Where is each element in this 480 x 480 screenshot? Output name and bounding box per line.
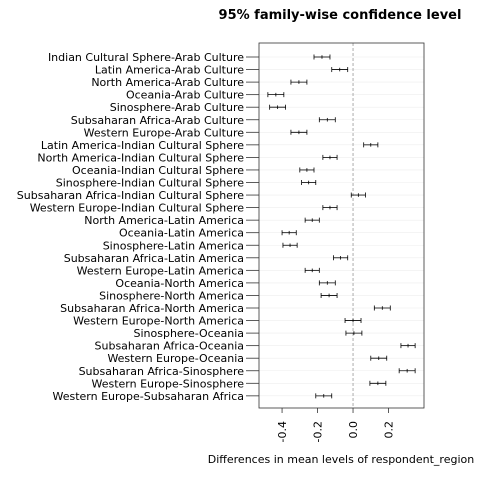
- comparison-label: Subsaharan Africa-Oceania: [95, 340, 244, 353]
- x-tick-label: -0.2: [312, 421, 325, 442]
- comparison-label: Western Europe-North America: [73, 315, 244, 328]
- confidence-interval: [322, 154, 338, 160]
- x-tick-label: 0.2: [383, 421, 396, 439]
- comparison-label: Sinosphere-Indian Cultural Sphere: [56, 177, 244, 190]
- confidence-interval: [269, 104, 287, 110]
- comparison-label: Western Europe-Subsaharan Africa: [53, 390, 245, 403]
- comparison-label: Sinosphere-North America: [99, 289, 244, 302]
- comparison-label: Latin America-Arab Culture: [95, 64, 244, 77]
- comparison-label: Subsaharan Africa-Arab Culture: [71, 114, 244, 127]
- comparison-label: Oceania-Arab Culture: [126, 89, 244, 102]
- comparison-label: Subsaharan Africa-Latin America: [64, 252, 244, 265]
- comparison-label: Sinosphere-Arab Culture: [110, 101, 245, 114]
- comparison-label: Western Europe-Arab Culture: [84, 126, 245, 139]
- x-axis-label: Differences in mean levels of respondent…: [208, 453, 474, 466]
- x-tick-label: -0.4: [276, 421, 289, 442]
- confidence-interval: [290, 79, 308, 85]
- comparison-label: Western Europe-Oceania: [107, 352, 244, 365]
- confidence-interval: [304, 267, 320, 273]
- confidence-interval: [350, 192, 366, 198]
- plot-frame: [258, 42, 425, 409]
- confidence-interval: [400, 343, 416, 349]
- confidence-interval: [290, 129, 308, 135]
- comparison-label: Sinosphere-Latin America: [103, 239, 244, 252]
- comparison-labels: Indian Cultural Sphere-Arab CultureLatin…: [17, 51, 259, 403]
- confidence-interval: [318, 280, 336, 286]
- comparison-label: Oceania-North America: [115, 277, 244, 290]
- comparison-label: Western Europe-Sinosphere: [91, 377, 244, 390]
- chart-title: 95% family-wise confidence level: [219, 8, 462, 23]
- comparison-label: Latin America-Indian Cultural Sphere: [41, 139, 244, 152]
- confidence-interval: [398, 368, 416, 374]
- confidence-interval: [313, 54, 331, 60]
- confidence-interval: [320, 292, 338, 298]
- confidence-interval: [344, 318, 362, 324]
- comparison-label: Subsaharan Africa-North America: [60, 302, 244, 315]
- confidence-interval: [315, 393, 333, 399]
- comparison-label: Indian Cultural Sphere-Arab Culture: [48, 51, 244, 64]
- confidence-interval: [373, 305, 391, 311]
- comparison-label: Western Europe-Indian Cultural Sphere: [30, 202, 245, 215]
- confidence-interval: [331, 67, 349, 73]
- confidence-interval: [370, 355, 388, 361]
- confidence-interval: [282, 242, 298, 248]
- confidence-interval: [345, 330, 363, 336]
- confidence-interval: [304, 217, 320, 223]
- comparison-label: Sinosphere-Oceania: [134, 327, 245, 340]
- comparison-label: Oceania-Latin America: [119, 227, 244, 240]
- confidence-interval: [322, 205, 338, 211]
- confidence-interval: [363, 142, 379, 148]
- gridlines: [259, 56, 424, 397]
- confidence-interval: [267, 92, 285, 98]
- confidence-interval: [299, 167, 315, 173]
- confidence-interval: [369, 380, 387, 386]
- comparison-label: North America-Indian Cultural Sphere: [37, 151, 244, 164]
- confidence-intervals: [267, 54, 416, 399]
- confidence-interval: [333, 255, 349, 261]
- confidence-interval: [301, 180, 317, 185]
- comparison-label: Western Europe-Latin America: [77, 264, 244, 277]
- confidence-interval: [281, 230, 297, 236]
- comparison-label: Subsaharan Africa-Sinosphere: [79, 365, 245, 378]
- confidence-interval: [318, 117, 336, 123]
- comparison-label: North America-Latin America: [84, 214, 244, 227]
- x-axis: -0.4 -0.2 0.0 0.2: [276, 408, 396, 442]
- comparison-label: Subsaharan Africa-Indian Cultural Sphere: [17, 189, 244, 202]
- comparison-label: Oceania-Indian Cultural Sphere: [72, 164, 244, 177]
- x-tick-label: 0.0: [347, 421, 360, 439]
- comparison-label: North America-Arab Culture: [91, 76, 244, 89]
